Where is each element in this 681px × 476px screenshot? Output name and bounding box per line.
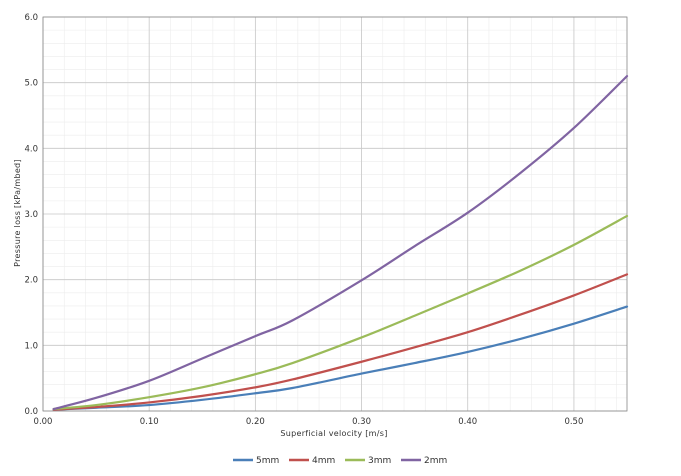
legend-item-2mm: 2mm (401, 456, 447, 466)
legend-item-5mm: 5mm (233, 456, 279, 466)
y-tick-label: 0.0 (24, 407, 38, 417)
x-axis-ticks: 0.00 0.10 0.20 0.30 0.40 0.50 (34, 417, 584, 427)
y-tick-label: 2.0 (24, 276, 38, 286)
x-tick-label: 0.10 (140, 417, 159, 427)
x-tick-label: 0.30 (352, 417, 371, 427)
legend-item-4mm: 4mm (289, 456, 335, 466)
y-tick-label: 1.0 (24, 341, 38, 351)
series-line-4mm (52, 273, 629, 411)
major-gridlines (42, 16, 627, 412)
legend-item-3mm: 3mm (345, 456, 391, 466)
legend-label: 3mm (368, 456, 391, 466)
legend-label: 2mm (424, 456, 447, 466)
plot-area-frame (42, 16, 628, 412)
legend: 5mm 4mm 3mm 2mm (233, 456, 447, 466)
x-tick-label: 0.00 (34, 417, 53, 427)
x-tick-label: 0.40 (458, 417, 477, 427)
y-tick-label: 4.0 (24, 144, 38, 154)
legend-label: 5mm (256, 456, 279, 466)
series-line-5mm (52, 305, 629, 411)
series-line-2mm (52, 75, 629, 411)
y-tick-label: 3.0 (24, 210, 38, 220)
legend-label: 4mm (312, 456, 335, 466)
x-tick-label: 0.50 (564, 417, 583, 427)
y-tick-label: 5.0 (24, 79, 38, 89)
x-tick-label: 0.20 (246, 417, 265, 427)
y-tick-label: 6.0 (24, 13, 38, 23)
y-axis-title: Pressure loss [kPa/mbed] (13, 159, 22, 267)
series-lines (52, 75, 629, 411)
x-axis-title: Superficial velocity [m/s] (280, 429, 387, 438)
series-line-3mm (52, 214, 629, 411)
y-axis-ticks: 0.0 1.0 2.0 3.0 4.0 5.0 6.0 (24, 13, 38, 417)
